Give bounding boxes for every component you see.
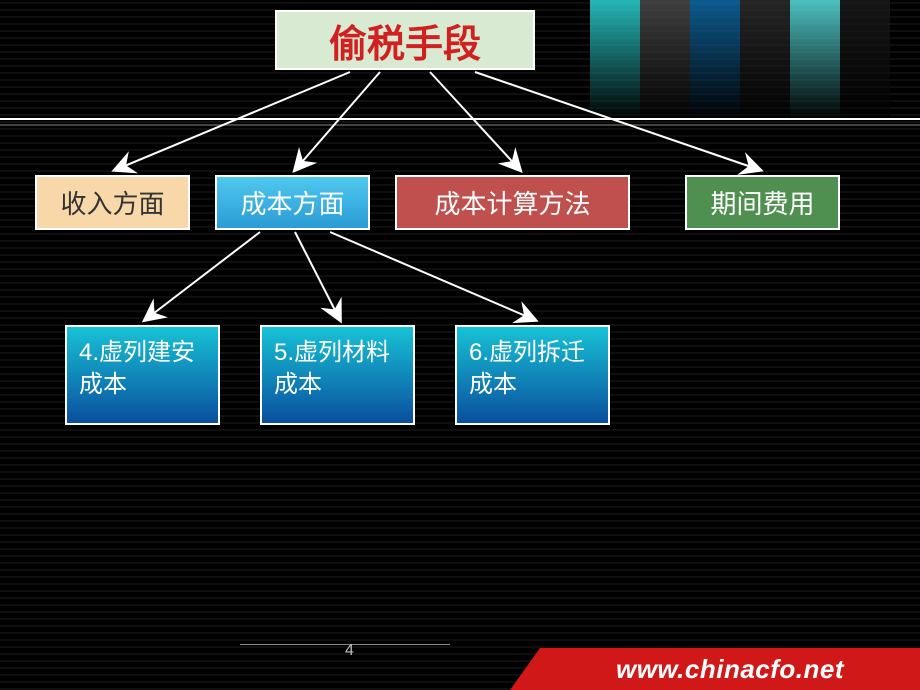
root-label: 偷税手段: [329, 13, 481, 68]
url-text: www.chinacfo.net: [616, 654, 844, 685]
row2-label: 6.虚列拆迁成本: [469, 339, 585, 398]
page-number: 4: [345, 642, 354, 660]
deco-bar: [640, 0, 690, 120]
corner-decoration: [590, 0, 890, 120]
deco-bar: [790, 0, 840, 120]
url-banner-triangle: [510, 648, 540, 690]
row1-label: 成本计算方法: [434, 184, 590, 221]
row2-node: 6.虚列拆迁成本: [455, 325, 610, 425]
deco-bar: [740, 0, 790, 120]
row1-label: 成本方面: [240, 184, 344, 221]
url-banner: www.chinacfo.net: [540, 648, 920, 690]
row2-node: 5.虚列材料成本: [260, 325, 415, 425]
row2-node: 4.虚列建安成本: [65, 325, 220, 425]
row1-label: 收入方面: [60, 184, 164, 221]
deco-bar: [590, 0, 640, 120]
row1-node: 成本计算方法: [395, 175, 630, 230]
row1-label: 期间费用: [710, 184, 814, 221]
root-node: 偷税手段: [275, 10, 535, 70]
deco-bar: [840, 0, 890, 120]
row2-label: 4.虚列建安成本: [79, 339, 195, 398]
row1-node: 期间费用: [685, 175, 840, 230]
deco-bar: [690, 0, 740, 120]
row1-node: 成本方面: [215, 175, 370, 230]
divider-line-gray: [0, 124, 920, 126]
divider-line-white: [0, 118, 920, 120]
row1-node: 收入方面: [35, 175, 190, 230]
row2-label: 5.虚列材料成本: [274, 339, 390, 398]
